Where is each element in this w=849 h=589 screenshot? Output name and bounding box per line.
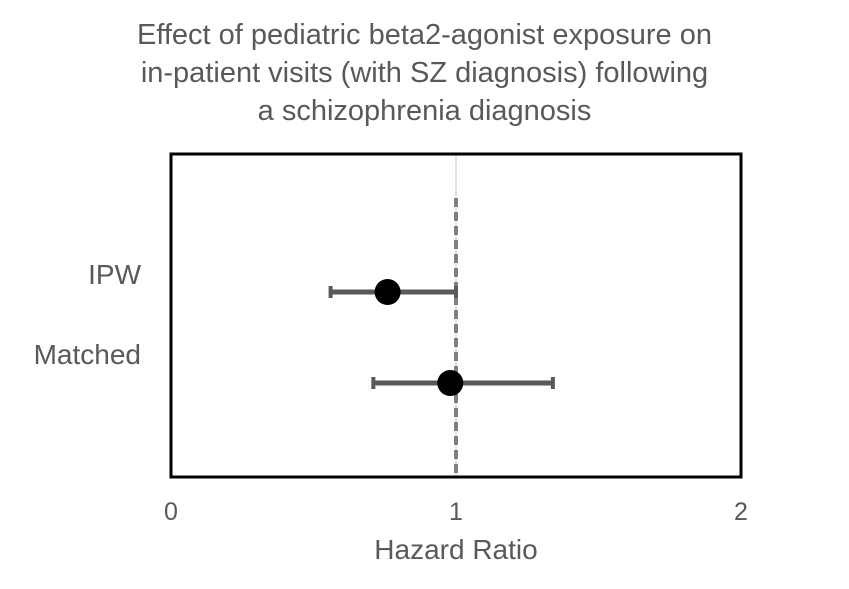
chart-title-line-2: in-patient visits (with SZ diagnosis) fo… <box>140 57 709 89</box>
chart-title-line-1: Effect of pediatric beta2-agonist exposu… <box>136 19 712 51</box>
plot-frame <box>169 152 743 479</box>
chart-title: Effect of pediatric beta2-agonist exposu… <box>0 16 849 130</box>
chart-title-line-3: a schizophrenia diagnosis <box>257 95 592 127</box>
x-axis-label: Hazard Ratio <box>374 534 538 565</box>
x-tick-label: 1 <box>449 498 463 526</box>
category-label: IPW <box>88 259 141 290</box>
point-estimate <box>437 370 464 396</box>
x-tick-label: 0 <box>164 498 178 526</box>
point-estimate <box>374 279 401 305</box>
x-tick-label: 2 <box>734 498 748 526</box>
category-label: Matched <box>34 339 141 370</box>
